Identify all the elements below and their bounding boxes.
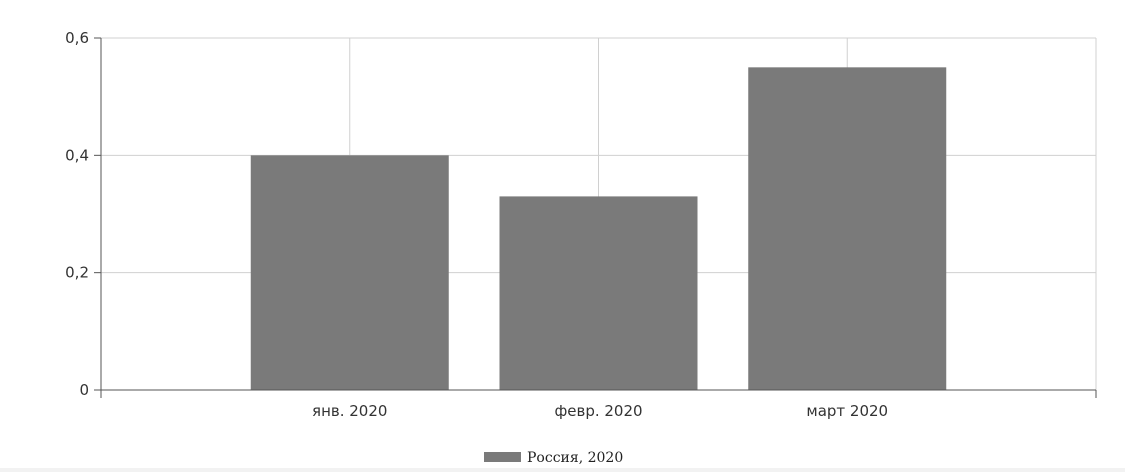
- y-tick-label-0: 0: [79, 381, 89, 399]
- x-tick-label-2: март 2020: [806, 402, 888, 420]
- legend-label-russia[interactable]: Россия, 2020: [527, 450, 623, 466]
- legend-swatch-russia[interactable]: [484, 452, 521, 462]
- tick-labels: 0 0,2 0,4 0,6 янв. 2020 февр. 2020 март 2020: [65, 29, 888, 420]
- axes: [94, 37, 1097, 398]
- bar-3: [748, 67, 947, 390]
- y-tick-label-2: 0,4: [65, 146, 89, 164]
- y-tick-label-1: 0,2: [65, 264, 89, 282]
- y-tick-label-3: 0,6: [65, 29, 89, 47]
- x-tick-label-1: февр. 2020: [554, 402, 642, 420]
- bars: [250, 67, 947, 390]
- bar-2: [499, 196, 698, 390]
- legend[interactable]: Россия, 2020: [484, 450, 623, 466]
- bar-1: [250, 155, 449, 390]
- x-tick-label-0: янв. 2020: [312, 402, 387, 420]
